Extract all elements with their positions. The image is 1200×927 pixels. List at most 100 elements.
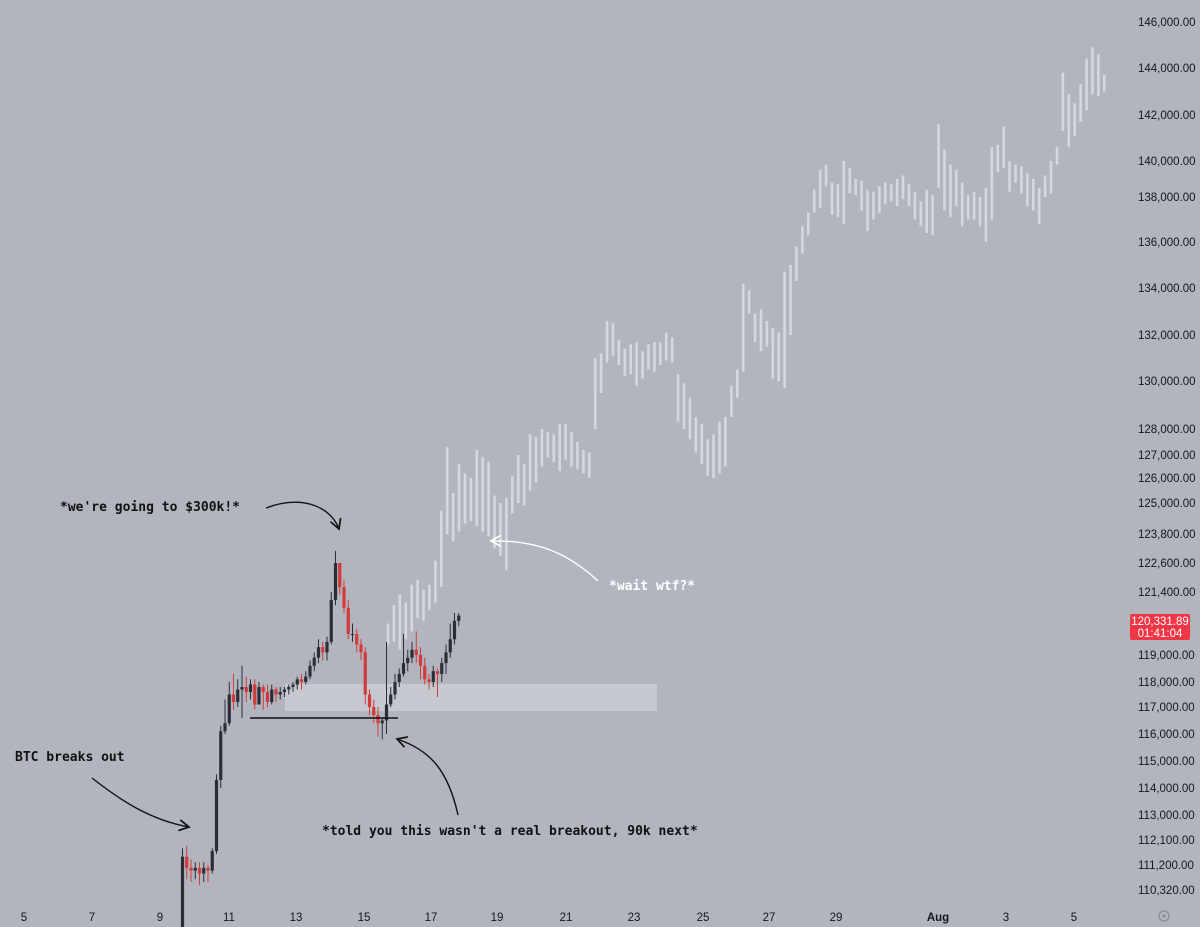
candle	[244, 676, 248, 702]
candle	[338, 563, 342, 595]
candle	[316, 639, 321, 664]
projection-bar	[1043, 175, 1047, 197]
right-annotation-arrow	[489, 534, 599, 582]
gear-icon[interactable]	[1158, 910, 1170, 922]
candle	[210, 848, 214, 874]
candle	[372, 699, 376, 724]
candle	[299, 673, 304, 690]
projection-bar	[712, 434, 715, 478]
projection-bar	[629, 344, 633, 375]
projection-bar	[1026, 173, 1029, 206]
projection-bar	[990, 147, 994, 220]
candle	[312, 652, 316, 672]
projection-bar	[546, 431, 550, 458]
projection-bar	[599, 353, 603, 393]
price-tick-label: 126,000.00	[1138, 473, 1196, 485]
time-tick-label: 15	[358, 912, 371, 924]
candle	[206, 865, 210, 883]
candle	[457, 613, 461, 627]
projection-bar	[966, 195, 970, 220]
projection-bar	[694, 417, 698, 453]
projection-bar	[439, 510, 443, 588]
projection-bar	[937, 124, 940, 188]
time-tick-label: 25	[697, 912, 710, 924]
projection-bar	[1085, 58, 1088, 111]
projection-bar	[789, 265, 792, 335]
projection-bar	[534, 436, 538, 483]
candle	[444, 644, 448, 674]
projection-bar	[753, 313, 757, 342]
time-tick-label: 11	[223, 912, 235, 924]
candle	[355, 628, 359, 653]
price-tick-label: 128,000.00	[1138, 424, 1196, 436]
projection-bar	[919, 201, 923, 227]
candle	[189, 859, 193, 883]
projection-bar	[895, 179, 899, 206]
projection-bar	[741, 283, 745, 372]
candle	[291, 682, 295, 692]
projection-bar	[925, 189, 929, 233]
candle	[418, 647, 423, 680]
candle	[223, 699, 227, 734]
annotation-top: *we're going to $300k!*	[60, 500, 240, 515]
price-tick-label: 115,000.00	[1138, 756, 1195, 768]
time-tick-label: 3	[1003, 912, 1009, 924]
projection-bar	[1103, 75, 1106, 92]
projection-bar	[960, 182, 964, 227]
candle	[376, 707, 380, 737]
candle	[435, 668, 440, 697]
price-tick-label: 138,000.00	[1138, 192, 1196, 204]
projection-bar	[907, 184, 911, 206]
projection-bar	[653, 341, 656, 372]
candle	[397, 668, 401, 687]
candle	[452, 613, 457, 645]
projection-bar	[807, 212, 810, 236]
price-tick-label: 127,000.00	[1138, 450, 1196, 462]
candle	[431, 665, 435, 687]
candle	[321, 641, 325, 661]
price-tick-label: 111,200.00	[1138, 860, 1194, 872]
candle	[274, 687, 278, 702]
candle	[393, 673, 397, 700]
projection-series	[386, 47, 1106, 650]
candle	[253, 679, 257, 710]
price-axis[interactable]: 146,000.00 144,000.00 142,000.00 140,000.00…	[1138, 17, 1196, 897]
projection-bar	[824, 164, 828, 187]
projection-bar	[854, 179, 857, 196]
price-tick-label: 136,000.00	[1138, 237, 1196, 249]
projection-bar	[913, 191, 917, 220]
time-axis[interactable]: 5 7 9 11 13 15 17 19 21 23 25 27 29 Aug 3 5	[21, 912, 1077, 924]
time-tick-label: 13	[290, 912, 303, 924]
time-tick-label: 5	[21, 912, 27, 924]
projection-bar	[783, 271, 786, 389]
time-tick-label: 21	[560, 912, 573, 924]
time-tick-label: 17	[425, 912, 438, 924]
candle	[406, 649, 410, 672]
projection-bar	[511, 475, 514, 514]
price-tick-label: 142,000.00	[1138, 110, 1196, 122]
projection-bar	[943, 149, 946, 211]
candle	[401, 634, 406, 677]
annotation-left: BTC breaks out	[15, 750, 125, 765]
price-tick-label: 112,100.00	[1138, 835, 1195, 847]
projection-bar	[499, 503, 502, 556]
candle	[440, 657, 444, 682]
projection-bar	[848, 168, 852, 194]
projection-bar	[1067, 93, 1071, 148]
projection-bar	[410, 584, 413, 632]
candle	[231, 673, 236, 710]
projection-bar	[434, 560, 437, 603]
candle	[257, 682, 261, 705]
projection-bar	[688, 397, 692, 440]
projection-bar	[570, 431, 573, 467]
projection-bar	[392, 605, 396, 642]
projection-bar	[463, 473, 467, 524]
projection-bar	[1097, 54, 1100, 97]
projection-bar	[866, 189, 869, 231]
projection-bar	[1020, 166, 1023, 194]
time-tick-label: 23	[628, 912, 641, 924]
projection-bar	[1031, 179, 1035, 211]
projection-bar	[735, 369, 739, 398]
